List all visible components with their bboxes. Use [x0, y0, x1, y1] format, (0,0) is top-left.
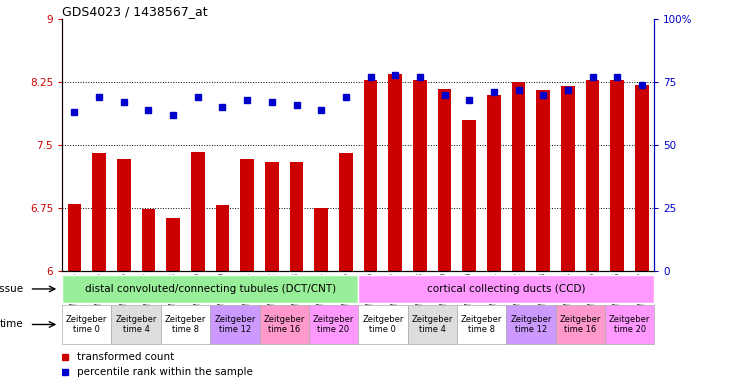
Text: tissue: tissue	[0, 284, 23, 294]
Bar	[211, 305, 260, 344]
Text: Zeitgeber
time 4: Zeitgeber time 4	[115, 315, 157, 334]
Bar	[309, 305, 358, 344]
Bar	[289, 162, 303, 271]
Bar	[388, 74, 402, 271]
Text: percentile rank within the sample: percentile rank within the sample	[77, 367, 253, 377]
Bar	[117, 159, 131, 271]
Bar	[358, 305, 408, 344]
Bar	[358, 275, 654, 303]
Bar	[413, 80, 427, 271]
Bar	[112, 305, 161, 344]
Text: Zeitgeber
time 16: Zeitgeber time 16	[559, 315, 601, 334]
Bar	[537, 91, 550, 271]
Bar	[635, 84, 648, 271]
Bar	[487, 95, 501, 271]
Bar	[586, 80, 599, 271]
Bar	[191, 152, 205, 271]
Text: Zeitgeber
time 16: Zeitgeber time 16	[263, 315, 305, 334]
Text: distal convoluted/connecting tubules (DCT/CNT): distal convoluted/connecting tubules (DC…	[85, 284, 336, 294]
Bar	[438, 89, 451, 271]
Text: time: time	[0, 319, 23, 329]
Text: cortical collecting ducts (CCD): cortical collecting ducts (CCD)	[427, 284, 586, 294]
Text: Zeitgeber
time 4: Zeitgeber time 4	[412, 315, 453, 334]
Bar	[561, 86, 575, 271]
Bar	[142, 209, 155, 271]
Bar	[62, 275, 358, 303]
Text: Zeitgeber
time 0: Zeitgeber time 0	[66, 315, 107, 334]
Text: Zeitgeber
time 20: Zeitgeber time 20	[313, 315, 355, 334]
Bar	[260, 305, 308, 344]
Text: Zeitgeber
time 12: Zeitgeber time 12	[510, 315, 552, 334]
Text: GDS4023 / 1438567_at: GDS4023 / 1438567_at	[62, 5, 208, 18]
Bar	[556, 305, 605, 344]
Text: Zeitgeber
time 12: Zeitgeber time 12	[214, 315, 256, 334]
Bar	[605, 305, 654, 344]
Bar	[240, 159, 254, 271]
Bar	[463, 120, 476, 271]
Bar	[339, 153, 352, 271]
Bar	[92, 153, 106, 271]
Bar	[265, 162, 279, 271]
Text: Zeitgeber
time 20: Zeitgeber time 20	[609, 315, 651, 334]
Text: Zeitgeber
time 0: Zeitgeber time 0	[362, 315, 404, 334]
Text: transformed count: transformed count	[77, 352, 174, 362]
Bar	[314, 208, 328, 271]
Bar	[610, 80, 624, 271]
Bar	[408, 305, 457, 344]
Bar	[161, 305, 211, 344]
Text: Zeitgeber
time 8: Zeitgeber time 8	[461, 315, 502, 334]
Bar	[68, 204, 81, 271]
Bar	[506, 305, 556, 344]
Bar	[512, 82, 526, 271]
Bar	[457, 305, 506, 344]
Bar	[62, 305, 112, 344]
Bar	[364, 80, 377, 271]
Bar	[216, 205, 230, 271]
Bar	[167, 218, 180, 271]
Text: Zeitgeber
time 8: Zeitgeber time 8	[164, 315, 206, 334]
